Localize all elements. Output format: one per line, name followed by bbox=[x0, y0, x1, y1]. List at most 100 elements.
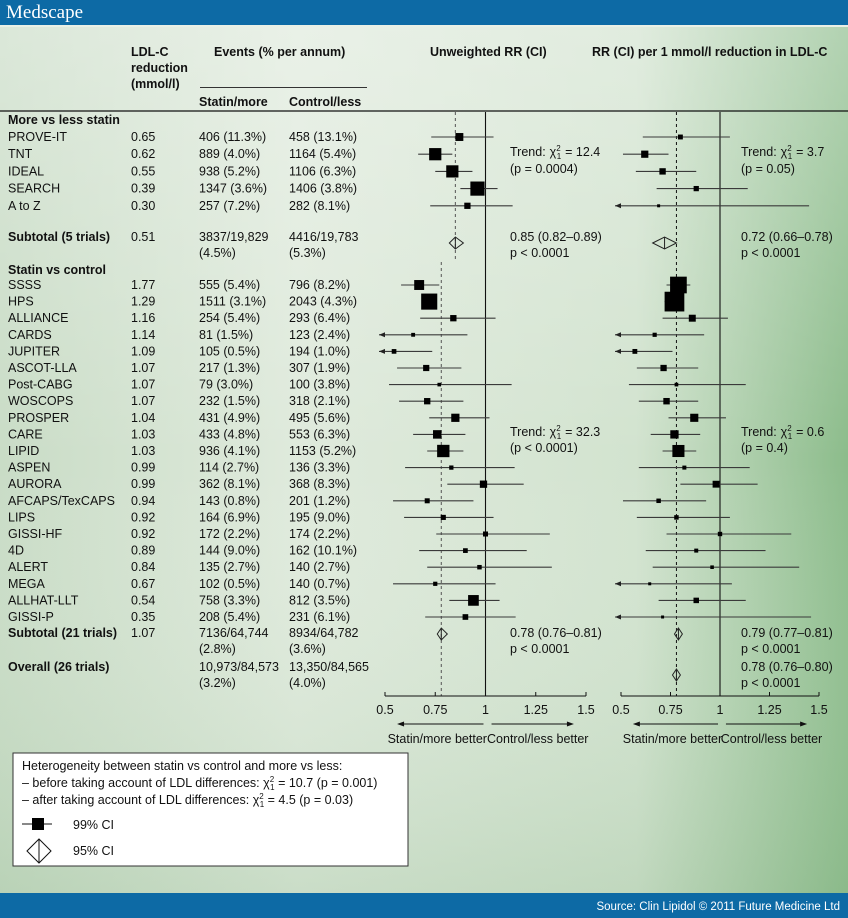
unweighted-marker bbox=[455, 133, 464, 141]
subtotal-ldl-reduction: 0.51 bbox=[131, 230, 155, 244]
trial-statin-events: 1511 (3.1%) bbox=[199, 295, 266, 309]
trial-ldl-reduction: 1.16 bbox=[131, 311, 155, 325]
subtotal-control-percent: (3.6%) bbox=[289, 642, 326, 656]
trial-control-events: 140 (0.7%) bbox=[289, 577, 350, 591]
chi-value: = 4.5 (p = 0.03) bbox=[264, 793, 353, 807]
trial-name: LIPS bbox=[8, 510, 35, 524]
per-mmol-marker bbox=[632, 348, 638, 354]
per-mmol-marker bbox=[659, 168, 666, 175]
trial-statin-events: 217 (1.3%) bbox=[199, 361, 260, 375]
per-mmol-favours-control-label: Control/less better bbox=[721, 732, 822, 746]
ldl-header-line1: LDL-C bbox=[131, 45, 169, 59]
trial-statin-events: 79 (3.0%) bbox=[199, 378, 253, 392]
trial-ldl-reduction: 0.92 bbox=[131, 527, 155, 541]
trial-ldl-reduction: 0.62 bbox=[131, 147, 155, 161]
trial-statin-events: 114 (2.7%) bbox=[199, 461, 259, 475]
trial-name: Post-CABG bbox=[8, 378, 73, 392]
trial-ldl-reduction: 0.67 bbox=[131, 577, 155, 591]
trial-control-events: 458 (13.1%) bbox=[289, 130, 357, 144]
trial-name: ASCOT-LLA bbox=[8, 361, 77, 375]
trend-p-per-mmol: (p = 0.4) bbox=[741, 441, 788, 455]
trial-ldl-reduction: 1.03 bbox=[131, 444, 155, 458]
chi-label: Trend: bbox=[510, 145, 546, 159]
ldl-header-line2: reduction bbox=[131, 61, 188, 75]
trial-name: ALERT bbox=[8, 560, 48, 574]
trial-ldl-reduction: 0.89 bbox=[131, 544, 155, 558]
subtotal-control-events: 8934/64,782 bbox=[289, 626, 359, 640]
trial-control-events: 495 (5.6%) bbox=[289, 411, 350, 425]
chi-value: = 3.7 bbox=[796, 145, 824, 159]
trial-name: CARE bbox=[8, 427, 43, 441]
unweighted-marker bbox=[463, 548, 468, 553]
subtotal-statin-percent: (4.5%) bbox=[199, 246, 236, 260]
trial-statin-events: 433 (4.8%) bbox=[199, 427, 260, 441]
trial-ldl-reduction: 1.29 bbox=[131, 295, 155, 309]
chi-symbol: χ bbox=[253, 793, 260, 807]
per-mmol-ci-arrow-icon bbox=[615, 203, 621, 209]
per-mmol-marker bbox=[663, 397, 670, 405]
overall-control-events: 13,350/84,565 bbox=[289, 660, 369, 674]
trial-statin-events: 208 (5.4%) bbox=[199, 610, 260, 624]
unweighted-tick-label: 0.75 bbox=[423, 703, 447, 717]
trial-ldl-reduction: 1.14 bbox=[131, 328, 155, 342]
trial-control-events: 282 (8.1%) bbox=[289, 199, 350, 213]
trial-statin-events: 555 (5.4%) bbox=[199, 278, 260, 292]
per-mmol-marker bbox=[641, 150, 649, 158]
ldl-header-line3: (mmol/l) bbox=[131, 77, 180, 91]
subtotal-diamond-per-mmol bbox=[651, 236, 678, 250]
unweighted-marker bbox=[433, 581, 438, 586]
subtotal-p-unweighted: p < 0.0001 bbox=[510, 246, 569, 260]
unweighted-marker bbox=[391, 349, 397, 354]
per-mmol-left-arrow-icon bbox=[632, 721, 640, 727]
unweighted-marker bbox=[424, 498, 430, 504]
trial-statin-events: 431 (4.9%) bbox=[199, 411, 260, 425]
trial-statin-events: 1347 (3.6%) bbox=[199, 182, 267, 196]
per-mmol-ci-arrow-icon bbox=[615, 332, 621, 338]
trial-ldl-reduction: 0.65 bbox=[131, 130, 155, 144]
subtotal-control-events: 4416/19,783 bbox=[289, 230, 359, 244]
chi-df: 1 bbox=[270, 783, 275, 792]
trial-control-events: 195 (9.0%) bbox=[289, 510, 350, 524]
trial-statin-events: 135 (2.7%) bbox=[199, 560, 260, 574]
trend-stat-unweighted: Trend: χ2 1 = 32.3 bbox=[510, 424, 600, 441]
legend-title: Heterogeneity between statin vs control … bbox=[22, 759, 342, 773]
trial-name: IDEAL bbox=[8, 164, 44, 178]
per-mmol-ci-arrow-icon bbox=[615, 348, 621, 354]
chi-power: 2 bbox=[270, 775, 275, 784]
legend-heterogeneity-after: – after taking account of LDL difference… bbox=[22, 792, 353, 809]
trial-control-events: 174 (2.2%) bbox=[289, 527, 350, 541]
per-mmol-marker bbox=[674, 515, 679, 520]
per-mmol-marker bbox=[661, 615, 665, 619]
trial-ldl-reduction: 0.30 bbox=[131, 199, 155, 213]
per-mmol-marker bbox=[690, 413, 699, 422]
trial-name: SSSS bbox=[8, 278, 41, 292]
trial-ldl-reduction: 1.07 bbox=[131, 361, 155, 375]
unweighted-marker bbox=[437, 382, 442, 387]
trial-statin-events: 889 (4.0%) bbox=[199, 147, 260, 161]
trial-name: SEARCH bbox=[8, 182, 60, 196]
trial-name: HPS bbox=[8, 295, 34, 309]
chi-label: Trend: bbox=[741, 145, 777, 159]
chi-symbol: χ bbox=[263, 776, 270, 790]
chi-power: 2 bbox=[787, 144, 792, 153]
trial-ldl-reduction: 1.03 bbox=[131, 427, 155, 441]
per-mmol-marker bbox=[670, 276, 687, 294]
subtotal-rr-per-mmol: 0.72 (0.66–0.78) bbox=[741, 230, 833, 244]
trial-statin-events: 936 (4.1%) bbox=[199, 444, 260, 458]
chi-label: Trend: bbox=[510, 425, 546, 439]
trial-control-events: 812 (3.5%) bbox=[289, 593, 350, 607]
trial-name: MEGA bbox=[8, 577, 45, 591]
subtotal-ldl-reduction: 1.07 bbox=[131, 626, 155, 640]
trial-name: PROSPER bbox=[8, 411, 69, 425]
unweighted-marker bbox=[433, 430, 442, 439]
trial-statin-events: 105 (0.5%) bbox=[199, 344, 260, 358]
chi-power: 2 bbox=[259, 792, 264, 801]
trial-ldl-reduction: 0.54 bbox=[131, 593, 155, 607]
chi-df: 1 bbox=[557, 432, 562, 441]
unweighted-favours-control-label: Control/less better bbox=[487, 732, 588, 746]
overall-rr-per-mmol: 0.78 (0.76–0.80) bbox=[741, 660, 833, 674]
unweighted-marker bbox=[429, 148, 442, 161]
chi-label: – before taking account of LDL differenc… bbox=[22, 776, 263, 790]
unweighted-tick-label: 1 bbox=[482, 703, 489, 717]
trial-name: LIPID bbox=[8, 444, 39, 458]
